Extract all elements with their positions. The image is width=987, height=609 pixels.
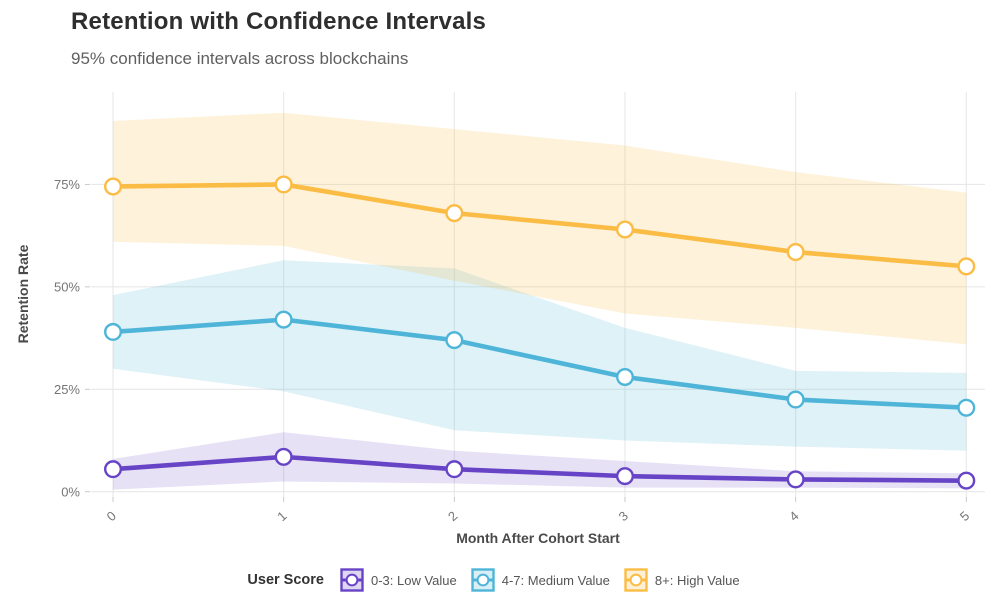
data-point [274,310,293,329]
data-point [274,447,293,466]
data-point [103,322,122,341]
legend-key-icon [340,568,364,592]
data-point [615,367,634,386]
x-tick-label: 0 [104,508,119,524]
data-point [615,467,634,486]
data-point [274,175,293,194]
legend-item-2: 8+: High Value [624,568,740,592]
data-point [786,243,805,262]
confidence-band-2 [113,112,967,345]
confidence-band-1 [113,260,967,451]
x-tick-label: 4 [786,508,801,524]
legend-key-icon [471,568,495,592]
data-point [103,177,122,196]
legend-item-0: 0-3: Low Value [340,568,457,592]
data-point [445,460,464,479]
legend-item-label: 8+: High Value [654,572,740,588]
axis-ticks [85,183,967,502]
y-tick-label: 75% [54,177,80,192]
data-point [445,331,464,350]
y-tick-label: 50% [54,279,80,294]
series-line-0 [110,454,969,483]
legend-item-1: 4-7: Medium Value [471,568,610,592]
data-point [957,471,976,490]
data-point [957,257,976,276]
legend-key-icon [624,568,648,592]
data-point [957,398,976,417]
confidence-band-0 [113,432,967,490]
legend-title: User Score [247,572,324,588]
plot-panel: 0% 25% 50% 75% 0 1 2 3 4 5 [54,92,985,524]
chart-subtitle: 95% confidence intervals across blockcha… [71,49,409,68]
legend-item-label: 0-3: Low Value [370,572,457,588]
y-axis-title: Retention Rate [15,244,31,344]
data-point [445,204,464,223]
data-point [786,470,805,489]
legend: User Score 0-3: Low Value 4-7: Medium Val… [0,568,987,592]
x-tick-label: 1 [274,508,289,524]
x-tick-label: 5 [957,508,972,524]
x-axis-title: Month After Cohort Start [456,530,620,546]
chart-title: Retention with Confidence Intervals [71,8,487,35]
y-tick-label: 0% [61,484,80,499]
x-tick-label: 3 [616,508,631,524]
data-point [615,220,634,239]
x-tick-label: 2 [445,508,460,524]
y-tick-label: 25% [54,382,80,397]
data-point [786,390,805,409]
legend-item-label: 4-7: Medium Value [501,572,610,588]
series-line-2 [110,182,969,269]
series-line-1 [110,317,969,411]
data-point [103,460,122,479]
